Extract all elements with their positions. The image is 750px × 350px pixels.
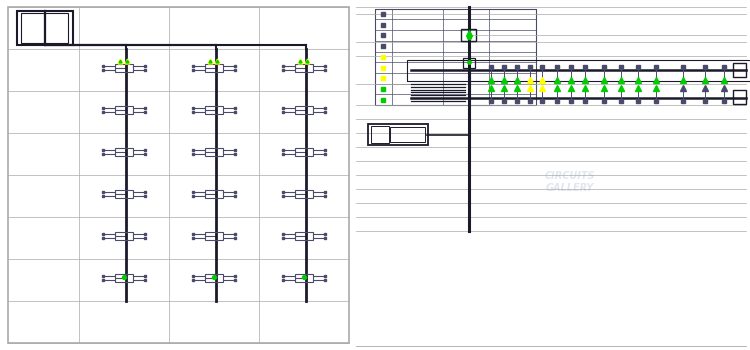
Bar [295, 106, 313, 114]
Bar [371, 126, 389, 143]
Bar [368, 124, 428, 145]
Bar [115, 190, 133, 198]
Bar [16, 11, 73, 45]
Bar [463, 58, 475, 68]
Text: CIRCUITS
GALLERY: CIRCUITS GALLERY [544, 171, 596, 193]
Bar [407, 60, 750, 80]
Bar [375, 9, 536, 105]
Bar [205, 232, 223, 240]
Bar [295, 274, 313, 282]
Bar [205, 106, 223, 114]
Bar [461, 29, 476, 41]
Bar [115, 148, 133, 156]
Bar [21, 13, 68, 43]
Bar [205, 190, 223, 198]
Bar [295, 190, 313, 198]
Bar [733, 90, 746, 104]
Bar [295, 64, 313, 72]
Bar [205, 64, 223, 72]
Bar [8, 7, 349, 343]
Bar [115, 64, 133, 72]
Bar [733, 63, 746, 77]
Bar [295, 148, 313, 156]
Bar [390, 127, 424, 142]
Bar [205, 148, 223, 156]
Bar [115, 232, 133, 240]
Bar [115, 106, 133, 114]
Bar [205, 274, 223, 282]
Bar [115, 274, 133, 282]
Bar [295, 232, 313, 240]
